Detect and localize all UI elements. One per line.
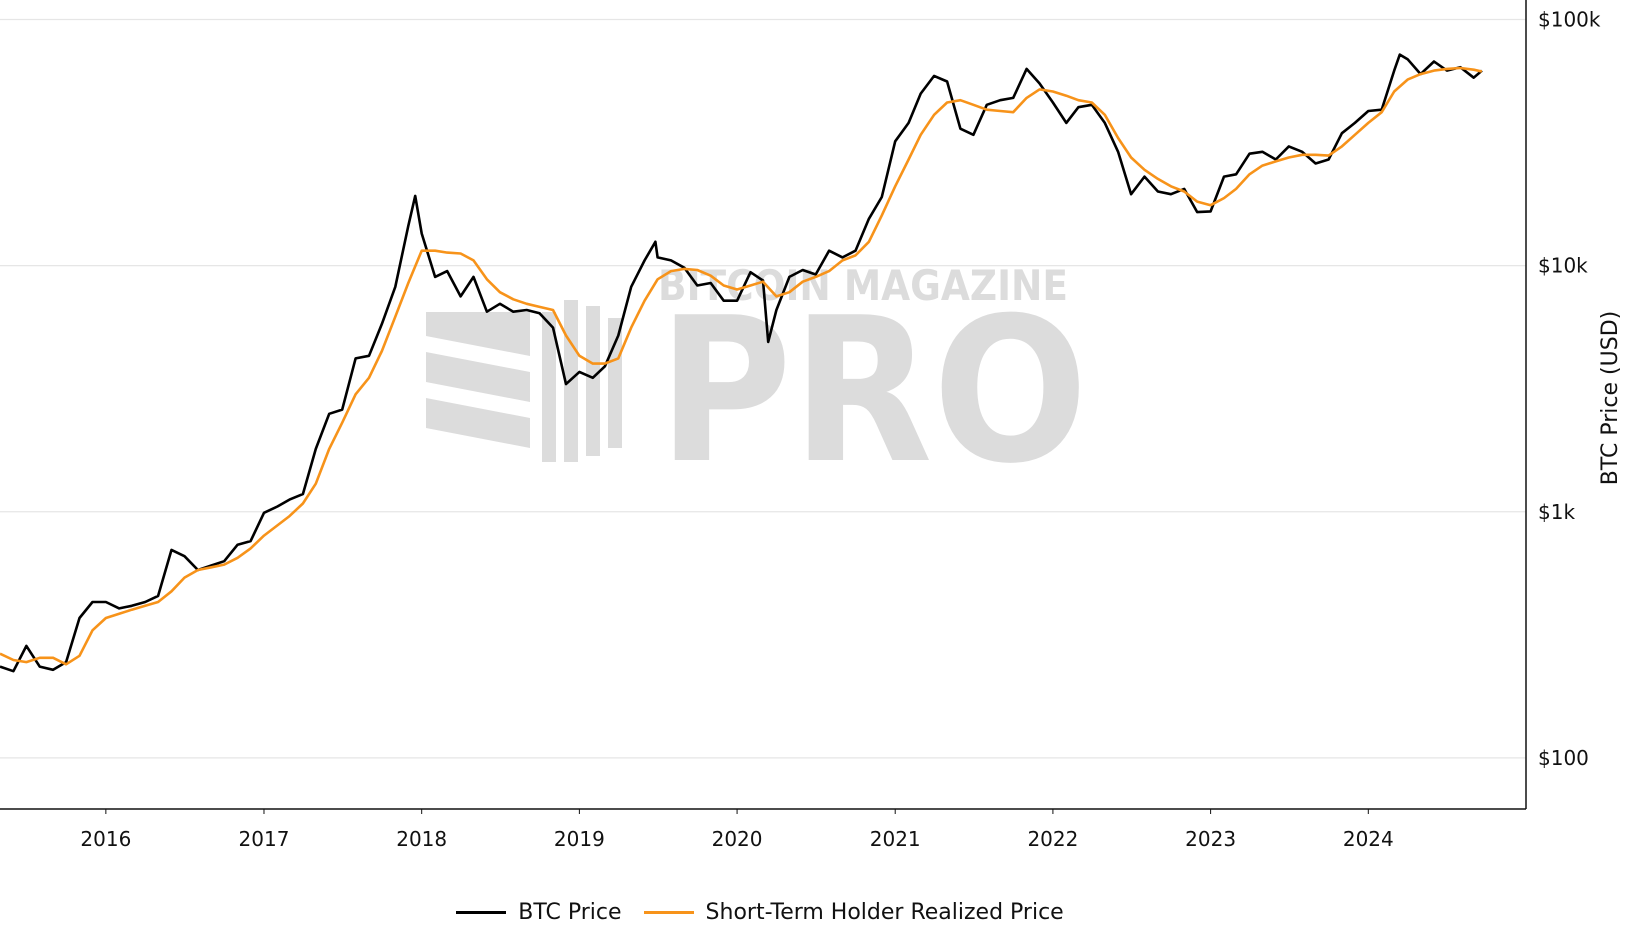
- y-tick-label: $1k: [1538, 500, 1575, 524]
- x-tick-label: 2017: [239, 827, 290, 851]
- y-tick-label: $100k: [1538, 7, 1601, 31]
- grid-lines: [0, 18, 1526, 759]
- x-tick-label: 2018: [396, 827, 447, 851]
- watermark-logo-mark: [426, 300, 622, 462]
- watermark-main-text: PRO: [658, 275, 1088, 508]
- x-tick-label: 2016: [80, 827, 131, 851]
- x-tick-label: 2022: [1027, 827, 1078, 851]
- x-tick-label: 2023: [1185, 827, 1236, 851]
- legend-item-btc[interactable]: BTC Price: [456, 900, 622, 925]
- y-axis-title: BTC Price (USD): [1598, 311, 1623, 485]
- bitcoin-magazine-pro-watermark: BITCOIN MAGAZINE PRO: [426, 261, 1088, 508]
- legend-label-btc: BTC Price: [518, 900, 622, 925]
- legend-swatch-sth: [643, 911, 694, 914]
- x-tick-label: 2020: [712, 827, 763, 851]
- legend-label-sth: Short-Term Holder Realized Price: [705, 900, 1064, 925]
- y-tick-label: $10k: [1538, 254, 1588, 278]
- x-axis-tick-labels: 2016 2017 2018 2019 2020 2021 2022 2023 2024: [80, 809, 1394, 851]
- legend-swatch-btc: [456, 911, 507, 914]
- x-tick-label: 2021: [870, 827, 921, 851]
- legend: BTC Price Short-Term Holder Realized Pri…: [0, 900, 1520, 925]
- x-tick-label: 2024: [1343, 827, 1394, 851]
- legend-item-sth[interactable]: Short-Term Holder Realized Price: [643, 900, 1064, 925]
- y-tick-label: $100: [1538, 746, 1589, 770]
- sth-realized-price-line: [0, 66, 1483, 666]
- y-axis-tick-labels: $100 $1k $10k $100k: [1538, 7, 1601, 769]
- series-lines: [0, 53, 1483, 673]
- x-tick-label: 2019: [554, 827, 605, 851]
